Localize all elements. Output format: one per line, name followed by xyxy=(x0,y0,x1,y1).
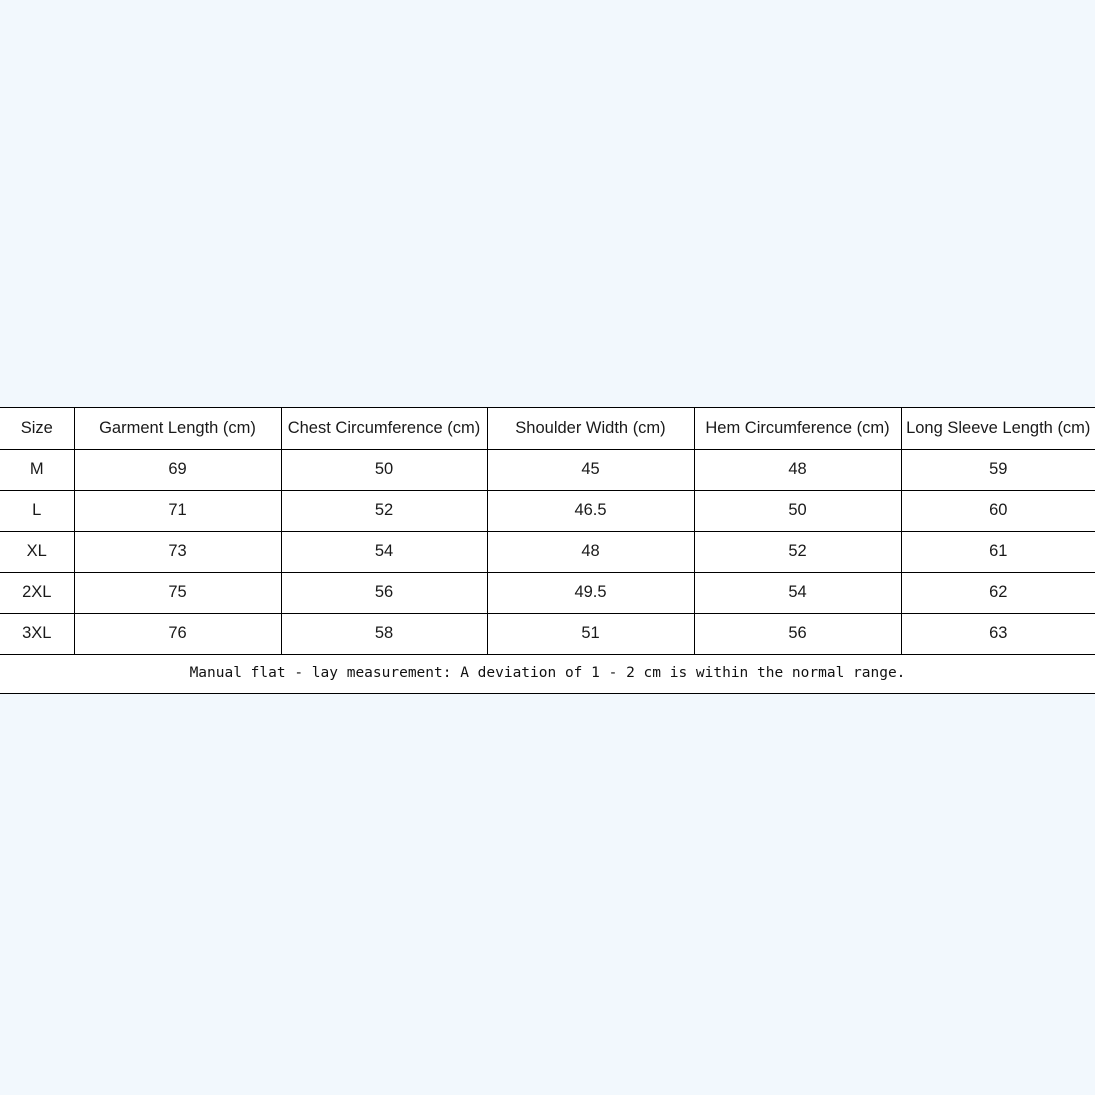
column-header-shoulder-width: Shoulder Width (cm) xyxy=(487,407,695,450)
cell-chest-circumference: 58 xyxy=(281,613,488,655)
cell-chest-circumference: 56 xyxy=(281,572,488,614)
cell-garment-length: 71 xyxy=(74,490,282,532)
cell-garment-length: 69 xyxy=(74,449,282,491)
table-header: Size Garment Length (cm) Chest Circumfer… xyxy=(0,407,1095,450)
cell-shoulder-width: 48 xyxy=(487,531,695,573)
cell-shoulder-width: 45 xyxy=(487,449,695,491)
cell-size: XL xyxy=(0,531,75,573)
cell-chest-circumference: 50 xyxy=(281,449,488,491)
column-header-garment-length: Garment Length (cm) xyxy=(74,407,282,450)
measurement-note-row: Manual flat - lay measurement: A deviati… xyxy=(0,654,1095,694)
cell-garment-length: 75 xyxy=(74,572,282,614)
cell-garment-length: 73 xyxy=(74,531,282,573)
cell-long-sleeve-length: 61 xyxy=(901,531,1095,573)
size-chart-container: Size Garment Length (cm) Chest Circumfer… xyxy=(0,407,1095,694)
column-header-long-sleeve-length: Long Sleeve Length (cm) xyxy=(901,407,1095,450)
cell-chest-circumference: 52 xyxy=(281,490,488,532)
cell-long-sleeve-length: 62 xyxy=(901,572,1095,614)
cell-shoulder-width: 49.5 xyxy=(487,572,695,614)
table-row: M 69 50 45 48 59 xyxy=(0,449,1095,491)
header-row: Size Garment Length (cm) Chest Circumfer… xyxy=(0,407,1095,450)
cell-size: 2XL xyxy=(0,572,75,614)
table-row: 2XL 75 56 49.5 54 62 xyxy=(0,572,1095,614)
column-header-size: Size xyxy=(0,407,75,450)
table-row: L 71 52 46.5 50 60 xyxy=(0,490,1095,532)
column-header-hem-circumference: Hem Circumference (cm) xyxy=(694,407,902,450)
measurement-note: Manual flat - lay measurement: A deviati… xyxy=(0,654,1095,694)
size-chart-table: Size Garment Length (cm) Chest Circumfer… xyxy=(0,407,1095,694)
cell-hem-circumference: 54 xyxy=(694,572,902,614)
cell-shoulder-width: 51 xyxy=(487,613,695,655)
cell-size: L xyxy=(0,490,75,532)
column-header-chest-circumference: Chest Circumference (cm) xyxy=(281,407,488,450)
table-row: 3XL 76 58 51 56 63 xyxy=(0,613,1095,655)
cell-long-sleeve-length: 59 xyxy=(901,449,1095,491)
cell-long-sleeve-length: 63 xyxy=(901,613,1095,655)
cell-long-sleeve-length: 60 xyxy=(901,490,1095,532)
cell-hem-circumference: 50 xyxy=(694,490,902,532)
cell-garment-length: 76 xyxy=(74,613,282,655)
table-body: M 69 50 45 48 59 L 71 52 46.5 50 60 XL xyxy=(0,449,1095,694)
cell-shoulder-width: 46.5 xyxy=(487,490,695,532)
cell-chest-circumference: 54 xyxy=(281,531,488,573)
cell-hem-circumference: 48 xyxy=(694,449,902,491)
cell-size: 3XL xyxy=(0,613,75,655)
cell-size: M xyxy=(0,449,75,491)
table-row: XL 73 54 48 52 61 xyxy=(0,531,1095,573)
cell-hem-circumference: 52 xyxy=(694,531,902,573)
cell-hem-circumference: 56 xyxy=(694,613,902,655)
